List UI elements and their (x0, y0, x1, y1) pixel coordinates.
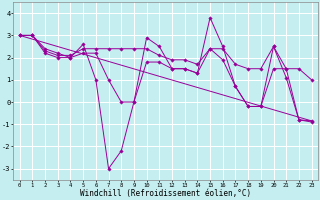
X-axis label: Windchill (Refroidissement éolien,°C): Windchill (Refroidissement éolien,°C) (80, 189, 251, 198)
